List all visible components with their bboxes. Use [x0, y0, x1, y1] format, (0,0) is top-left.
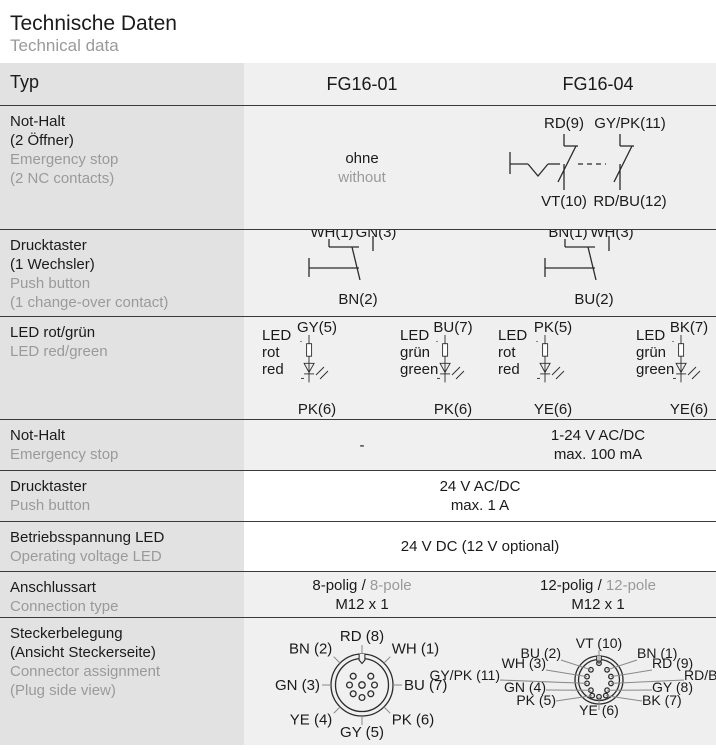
svg-text:VT(10): VT(10) — [541, 193, 587, 210]
svg-text:WH(1): WH(1) — [310, 230, 353, 241]
svg-text:BK (7): BK (7) — [642, 692, 682, 708]
svg-text:PK (5): PK (5) — [516, 692, 556, 708]
svg-text:VT (10): VT (10) — [576, 635, 622, 651]
svg-text:BU(2): BU(2) — [574, 291, 613, 308]
svg-text:WH (1): WH (1) — [392, 640, 440, 657]
svg-text:GN (3): GN (3) — [275, 677, 320, 694]
svg-text:BN(1): BN(1) — [548, 230, 587, 241]
svg-text:RD(9): RD(9) — [544, 115, 584, 132]
svg-text:WH (3): WH (3) — [502, 655, 546, 671]
svg-text:BN (2): BN (2) — [289, 640, 332, 657]
svg-text:YE (4): YE (4) — [290, 712, 333, 729]
svg-text:PK (6): PK (6) — [392, 712, 435, 729]
svg-text:GY/PK (11): GY/PK (11) — [429, 667, 500, 683]
svg-text:RD/BU(12): RD/BU(12) — [593, 193, 666, 210]
svg-text:RD (8): RD (8) — [340, 628, 384, 645]
svg-text:YE (6): YE (6) — [579, 702, 619, 718]
svg-text:GY (5): GY (5) — [340, 724, 384, 741]
svg-text:GY/PK(11): GY/PK(11) — [594, 115, 665, 132]
svg-text:BN(2): BN(2) — [338, 291, 377, 308]
svg-text:WH(3): WH(3) — [590, 230, 633, 241]
svg-text:GN(3): GN(3) — [356, 230, 397, 241]
